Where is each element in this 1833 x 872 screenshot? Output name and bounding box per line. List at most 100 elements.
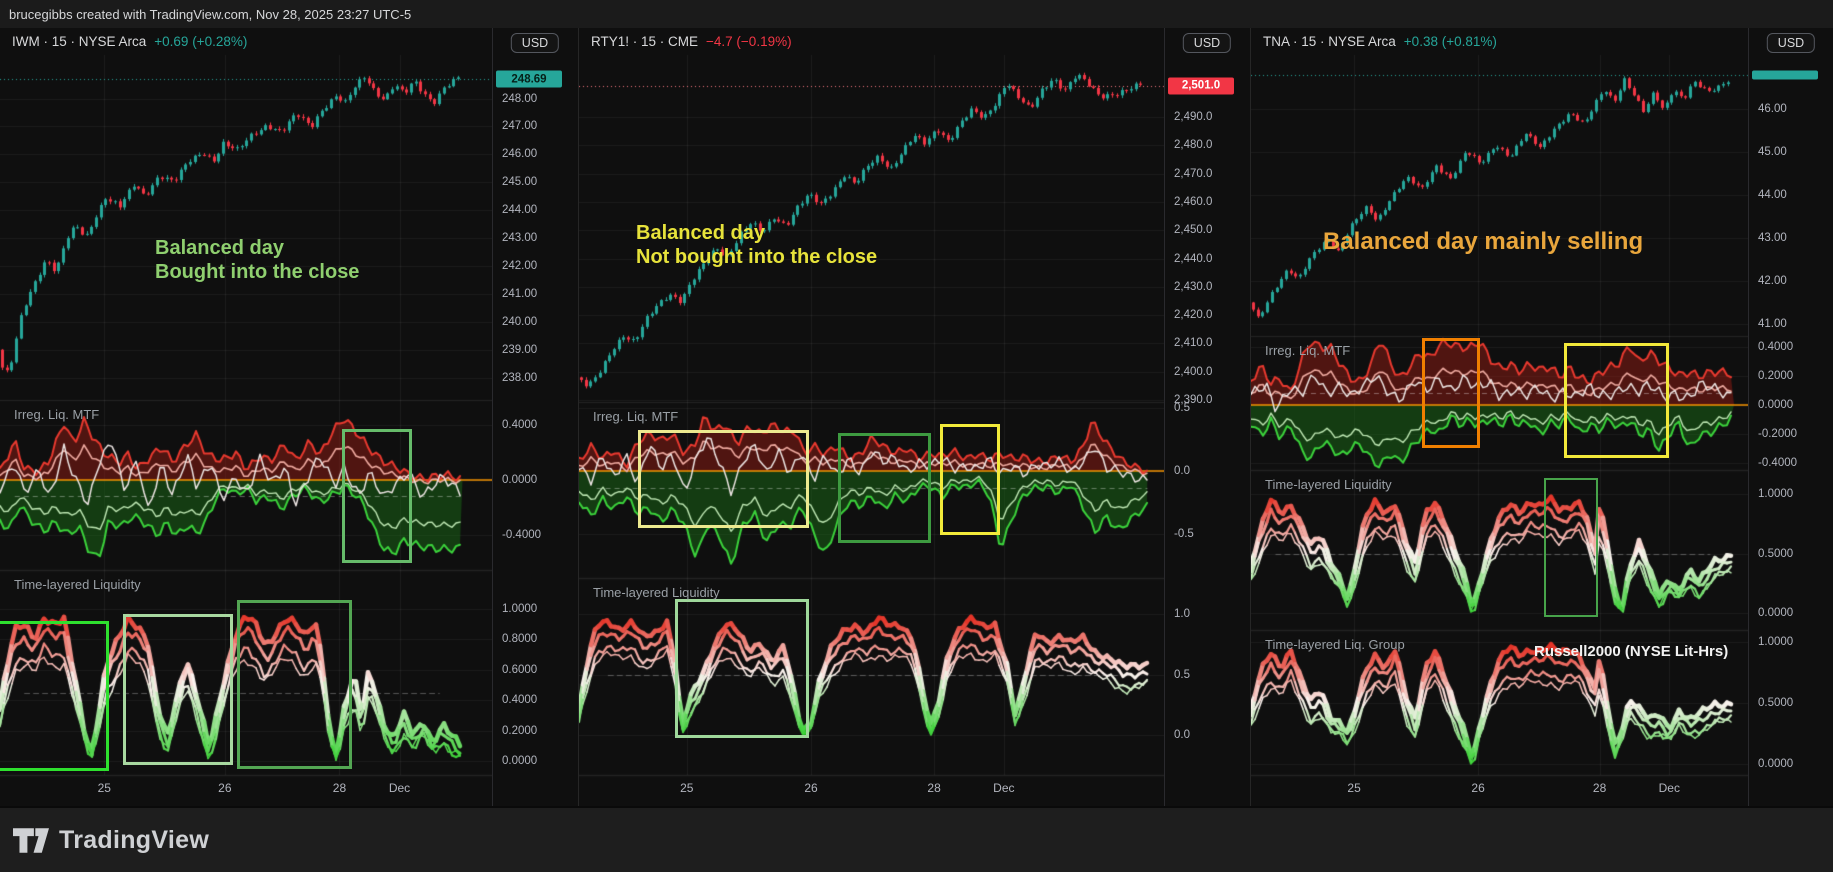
indicator-tick-label: 0.4000 xyxy=(502,419,538,431)
price-axis[interactable]: USD 248.00 247.00 246.00 245.00 244.00 243.00… xyxy=(492,28,577,806)
price-tick-label: 2,420.0 xyxy=(1174,309,1213,322)
price-tick-label: 42.00 xyxy=(1758,275,1787,287)
price-tick-label: 246.00 xyxy=(502,148,538,161)
time-axis-label: 26 xyxy=(1471,781,1485,795)
indicator-tick-label: 0.6000 xyxy=(502,663,538,676)
indicator-tick-label: 0.0000 xyxy=(502,473,538,486)
highlight-box-drawing[interactable] xyxy=(237,600,352,769)
attribution-bar: brucegibbs created with TradingView.com,… xyxy=(0,0,1833,28)
chart-header: IWM · 15 · NYSE Arca +0.69 (+0.28%) xyxy=(12,28,247,55)
pane-title: Time-layered Liquidity xyxy=(14,577,141,592)
chart-panel-rty1: RTY1! · 15 · CME −4.7 (−0.19%) USD 2,490… xyxy=(578,28,1249,806)
price-axis[interactable]: USD 46.00 45.00 44.00 43.00 42.00 41.00 0.4000… xyxy=(1748,28,1833,806)
price-tick-label: 2,400.0 xyxy=(1174,365,1213,378)
highlight-box-drawing[interactable] xyxy=(1422,338,1480,448)
indicator-tick-label: -0.4000 xyxy=(1758,457,1798,470)
price-tick-label: 2,480.0 xyxy=(1174,139,1213,152)
last-price-badge xyxy=(1752,70,1818,80)
time-axis-label: Dec xyxy=(993,781,1015,795)
price-tick-label: 2,410.0 xyxy=(1174,337,1213,350)
currency-toggle-button[interactable]: USD xyxy=(510,33,560,53)
time-axis-label: Dec xyxy=(1658,781,1680,795)
indicator-tick-label: 0.2000 xyxy=(502,724,538,737)
iwm-chart-canvas[interactable] xyxy=(0,28,492,806)
highlight-box-drawing[interactable] xyxy=(940,424,1000,535)
text-annotation-drawing[interactable]: Balanced day mainly selling xyxy=(1323,228,1644,255)
series-label: Russell2000 (NYSE Lit-Hrs) xyxy=(1534,643,1729,660)
price-tick-label: 242.00 xyxy=(502,260,538,273)
price-tick-label: 2,460.0 xyxy=(1174,195,1213,208)
price-tick-label: 2,430.0 xyxy=(1174,280,1213,293)
price-tick-label: 241.00 xyxy=(502,287,538,300)
highlight-box-drawing[interactable] xyxy=(675,599,809,738)
indicator-tick-label: 1.0000 xyxy=(1758,488,1794,501)
t-footer: TradingView xyxy=(0,806,1833,872)
time-axis-label: 25 xyxy=(1347,781,1361,795)
price-tick-label: 2,450.0 xyxy=(1174,224,1213,237)
price-tick-label: 238.00 xyxy=(502,371,538,384)
symbol-title[interactable]: RTY1! · 15 · CME xyxy=(591,34,699,49)
indicator-tick-label: 0.0000 xyxy=(1758,757,1794,770)
pane-title: Irreg. Liq. MTF xyxy=(14,407,100,422)
time-axis-label: 26 xyxy=(218,781,232,795)
pane-title: Time-layered Liquidity xyxy=(593,585,720,600)
chart-header: RTY1! · 15 · CME −4.7 (−0.19%) xyxy=(591,28,792,55)
pane-title: Time-layered Liquidity xyxy=(1265,477,1392,492)
indicator-tick-label: 1.0000 xyxy=(502,602,538,615)
attribution-text: brucegibbs created with TradingView.com,… xyxy=(9,6,412,22)
chart-panel-tna: TNA · 15 · NYSE Arca +0.38 (+0.81%) USD … xyxy=(1250,28,1833,806)
tradingview-brand-text[interactable]: TradingView xyxy=(59,825,210,854)
tna-chart-canvas[interactable] xyxy=(1251,28,1749,806)
last-price-badge: 248.69 xyxy=(496,70,562,88)
price-tick-label: 41.00 xyxy=(1758,317,1787,330)
highlight-box-drawing[interactable] xyxy=(838,433,931,543)
tradingview-logo-icon[interactable] xyxy=(13,827,49,853)
highlight-box-drawing[interactable] xyxy=(342,429,412,563)
chart-panel-iwm: IWM · 15 · NYSE Arca +0.69 (+0.28%) USD … xyxy=(0,28,577,806)
chart-header: TNA · 15 · NYSE Arca +0.38 (+0.81%) xyxy=(1263,28,1497,55)
text-annotation-drawing[interactable]: Balanced day Bought into the close xyxy=(155,237,360,283)
price-tick-label: 248.00 xyxy=(502,92,538,105)
price-tick-label: 245.00 xyxy=(502,176,538,189)
indicator-tick-label: 0.2000 xyxy=(1758,370,1794,383)
text-annotation-drawing[interactable]: Balanced day Not bought into the close xyxy=(636,222,878,268)
highlight-box-drawing[interactable] xyxy=(0,621,109,771)
price-tick-label: 2,470.0 xyxy=(1174,167,1213,180)
highlight-box-drawing[interactable] xyxy=(1544,478,1598,617)
indicator-tick-label: -0.2000 xyxy=(1758,428,1798,441)
pane-title: Irreg. Liq. MTF xyxy=(1265,343,1351,358)
indicator-tick-label: 1.0000 xyxy=(1758,635,1794,648)
price-axis[interactable]: USD 2,490.0 2,480.0 2,470.0 2,460.0 2,450.0 2… xyxy=(1164,28,1249,806)
symbol-title[interactable]: TNA · 15 · NYSE Arca xyxy=(1263,34,1396,49)
indicator-tick-label: 0.5 xyxy=(1174,402,1190,415)
price-tick-label: 46.00 xyxy=(1758,103,1787,116)
time-axis-label: 25 xyxy=(97,781,111,795)
indicator-tick-label: 0.4000 xyxy=(1758,341,1794,354)
currency-toggle-button[interactable]: USD xyxy=(1182,33,1232,53)
indicator-tick-label: 0.0 xyxy=(1174,729,1190,741)
price-tick-label: 2,390.0 xyxy=(1174,394,1213,407)
time-axis-label: 28 xyxy=(332,781,347,795)
indicator-tick-label: -0.5 xyxy=(1174,528,1194,541)
last-price-badge: 2,501.0 xyxy=(1168,77,1234,95)
currency-toggle-button[interactable]: USD xyxy=(1766,33,1816,53)
pane-title: Time-layered Liq. Group xyxy=(1265,637,1405,652)
indicator-tick-label: 1.0 xyxy=(1174,607,1190,620)
indicator-tick-label: 0.5000 xyxy=(1758,547,1794,560)
price-tick-label: 2,440.0 xyxy=(1174,252,1213,265)
pane-title: Irreg. Liq. MTF xyxy=(593,409,679,424)
price-change: −4.7 (−0.19%) xyxy=(706,34,792,49)
time-axis-label: Dec xyxy=(388,781,411,795)
highlight-box-drawing[interactable] xyxy=(123,614,233,765)
indicator-tick-label: 0.0000 xyxy=(1758,399,1794,412)
price-tick-label: 239.00 xyxy=(502,343,538,356)
chart-grid: IWM · 15 · NYSE Arca +0.69 (+0.28%) USD … xyxy=(0,28,1833,806)
symbol-title[interactable]: IWM · 15 · NYSE Arca xyxy=(12,34,147,49)
time-axis-label: 28 xyxy=(1592,781,1607,795)
price-change: +0.38 (+0.81%) xyxy=(1403,34,1497,49)
indicator-tick-label: 0.0000 xyxy=(502,755,538,767)
highlight-box-drawing[interactable] xyxy=(638,430,809,528)
price-tick-label: 243.00 xyxy=(502,232,538,245)
highlight-box-drawing[interactable] xyxy=(1564,343,1669,458)
indicator-tick-label: 0.5000 xyxy=(1758,696,1794,709)
